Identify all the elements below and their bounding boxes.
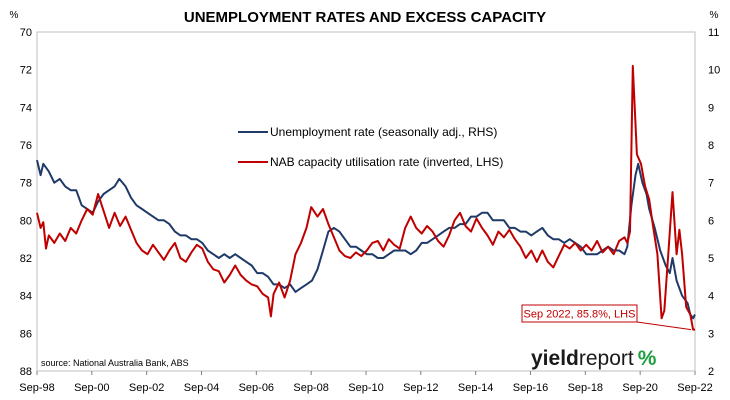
annotation-text: Sep 2022, 85.8%, LHS (524, 309, 636, 321)
right-tick-label: 8 (708, 140, 714, 152)
right-tick-label: 2 (708, 366, 714, 378)
x-tick-label: Sep-20 (622, 382, 657, 394)
annotation-box (521, 304, 638, 323)
annotation-leader (636, 321, 692, 331)
legend-label-capacity: NAB capacity utilisation rate (inverted,… (270, 155, 503, 169)
left-axis: 70 72 74 76 78 80 82 84 86 88 (20, 27, 32, 378)
left-tick-label: 82 (20, 253, 32, 265)
left-tick-label: 70 (20, 27, 32, 39)
right-tick-label: 6 (708, 215, 714, 227)
left-tick-label: 72 (20, 65, 32, 77)
x-tick-label: Sep-18 (568, 382, 603, 394)
right-tick-label: 9 (708, 102, 714, 114)
source-note: source: National Australia Bank, ABS (41, 358, 189, 368)
right-tick-label: 11 (708, 27, 719, 39)
brand-part-report: report (579, 347, 634, 370)
right-axis-unit: % (710, 10, 719, 21)
brand-percent-icon: % (638, 347, 657, 370)
left-tick-label: 88 (20, 366, 32, 378)
left-tick-label: 74 (20, 102, 32, 114)
right-tick-label: 3 (708, 328, 714, 340)
x-tick-label: Sep-12 (403, 382, 438, 394)
left-tick-label: 80 (20, 215, 32, 227)
left-tick-label: 78 (20, 178, 32, 190)
left-axis-unit: % (10, 10, 19, 21)
x-axis: Sep-98 Sep-00 Sep-02 Sep-04 Sep-06 Sep-08 Sep-… (19, 371, 713, 394)
x-tick-label: Sep-08 (293, 382, 328, 394)
x-tick-label: Sep-06 (239, 382, 274, 394)
series-layer (36, 64, 696, 331)
left-tick-label: 86 (20, 328, 32, 340)
annotation: Sep 2022, 85.8%, LHS (521, 304, 692, 331)
brand-part-yield: yield (531, 347, 579, 370)
x-tick-label: Sep-00 (74, 382, 109, 394)
left-tick-label: 84 (20, 291, 32, 303)
right-tick-label: 5 (708, 253, 714, 265)
left-tick-label: 76 (20, 140, 32, 152)
right-axis: 2 3 4 5 6 7 8 9 10 11 (708, 27, 720, 378)
x-tick-label: Sep-14 (458, 382, 493, 394)
x-tick-label: Sep-10 (348, 382, 383, 394)
x-tick-label: Sep-98 (19, 382, 54, 394)
series-line-capacity (36, 64, 695, 331)
brand-logo: yieldreport% (531, 347, 657, 370)
right-tick-label: 7 (708, 178, 714, 190)
x-tick-label: Sep-22 (677, 382, 712, 394)
legend: Unemployment rate (seasonally adj., RHS)… (238, 125, 503, 169)
chart-title: UNEMPLOYMENT RATES AND EXCESS CAPACITY (184, 9, 546, 26)
right-tick-label: 4 (708, 291, 714, 303)
x-tick-label: Sep-04 (184, 382, 219, 394)
x-tick-label: Sep-16 (513, 382, 548, 394)
legend-label-unemployment: Unemployment rate (seasonally adj., RHS) (270, 125, 497, 139)
right-tick-label: 10 (708, 65, 720, 77)
x-tick-label: Sep-02 (129, 382, 164, 394)
